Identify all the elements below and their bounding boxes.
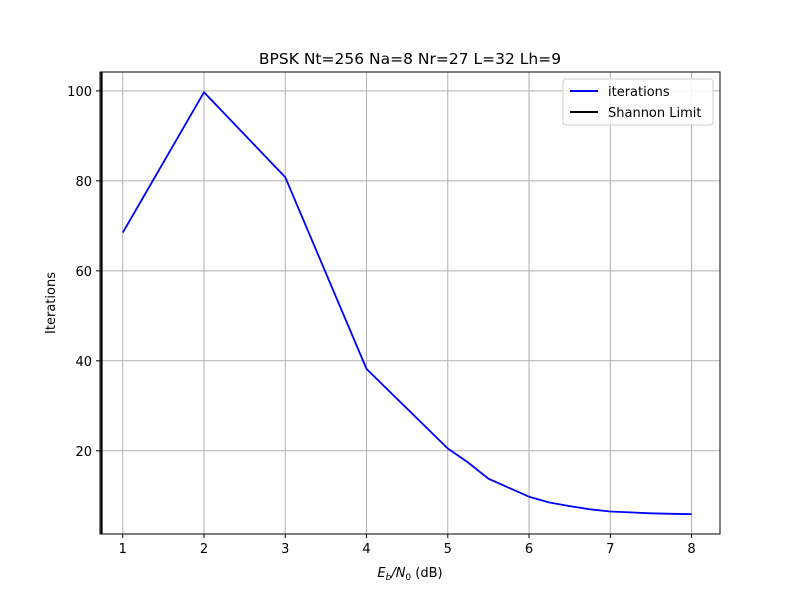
y-axis-ticks: 20 40 60 80 100: [67, 85, 100, 460]
chart-title: BPSK Nt=256 Na=8 Nr=27 L=32 Lh=9: [259, 50, 561, 68]
x-label-unit: (dB): [411, 566, 442, 581]
x-tick-label: 5: [444, 542, 452, 557]
series-line-iterations: [122, 91, 692, 516]
x-label-slash-n: /N: [390, 566, 405, 581]
x-label-subscript-b: b: [386, 573, 392, 583]
x-label-subscript-0: 0: [405, 573, 411, 583]
y-axis-label: Iterations: [44, 272, 59, 334]
x-tick-label: 1: [119, 542, 127, 557]
y-tick-label: 40: [75, 355, 92, 370]
legend: iterations Shannon Limit: [562, 78, 714, 126]
x-tick-label: 7: [606, 542, 614, 557]
legend-frame: [562, 78, 714, 126]
legend-label-shannon-limit: Shannon Limit: [608, 106, 702, 121]
x-tick-label: 2: [200, 542, 208, 557]
plot-series: [100, 72, 692, 534]
x-tick-label: 4: [362, 542, 370, 557]
y-tick-label: 60: [75, 265, 92, 280]
x-tick-label: 8: [687, 542, 695, 557]
y-tick-label: 80: [75, 175, 92, 190]
plot-frame: [99, 71, 721, 535]
x-label-e: E: [377, 566, 386, 581]
y-tick-label: 20: [75, 445, 92, 460]
x-tick-label: 6: [525, 542, 533, 557]
y-tick-label: 100: [67, 85, 92, 100]
x-axis-ticks: 1 2 3 4 5 6 7 8: [119, 534, 696, 557]
grid: [100, 72, 720, 534]
legend-label-iterations: iterations: [608, 85, 670, 100]
x-axis-label: Eb/N0 (dB): [377, 566, 442, 583]
x-tick-label: 3: [281, 542, 289, 557]
